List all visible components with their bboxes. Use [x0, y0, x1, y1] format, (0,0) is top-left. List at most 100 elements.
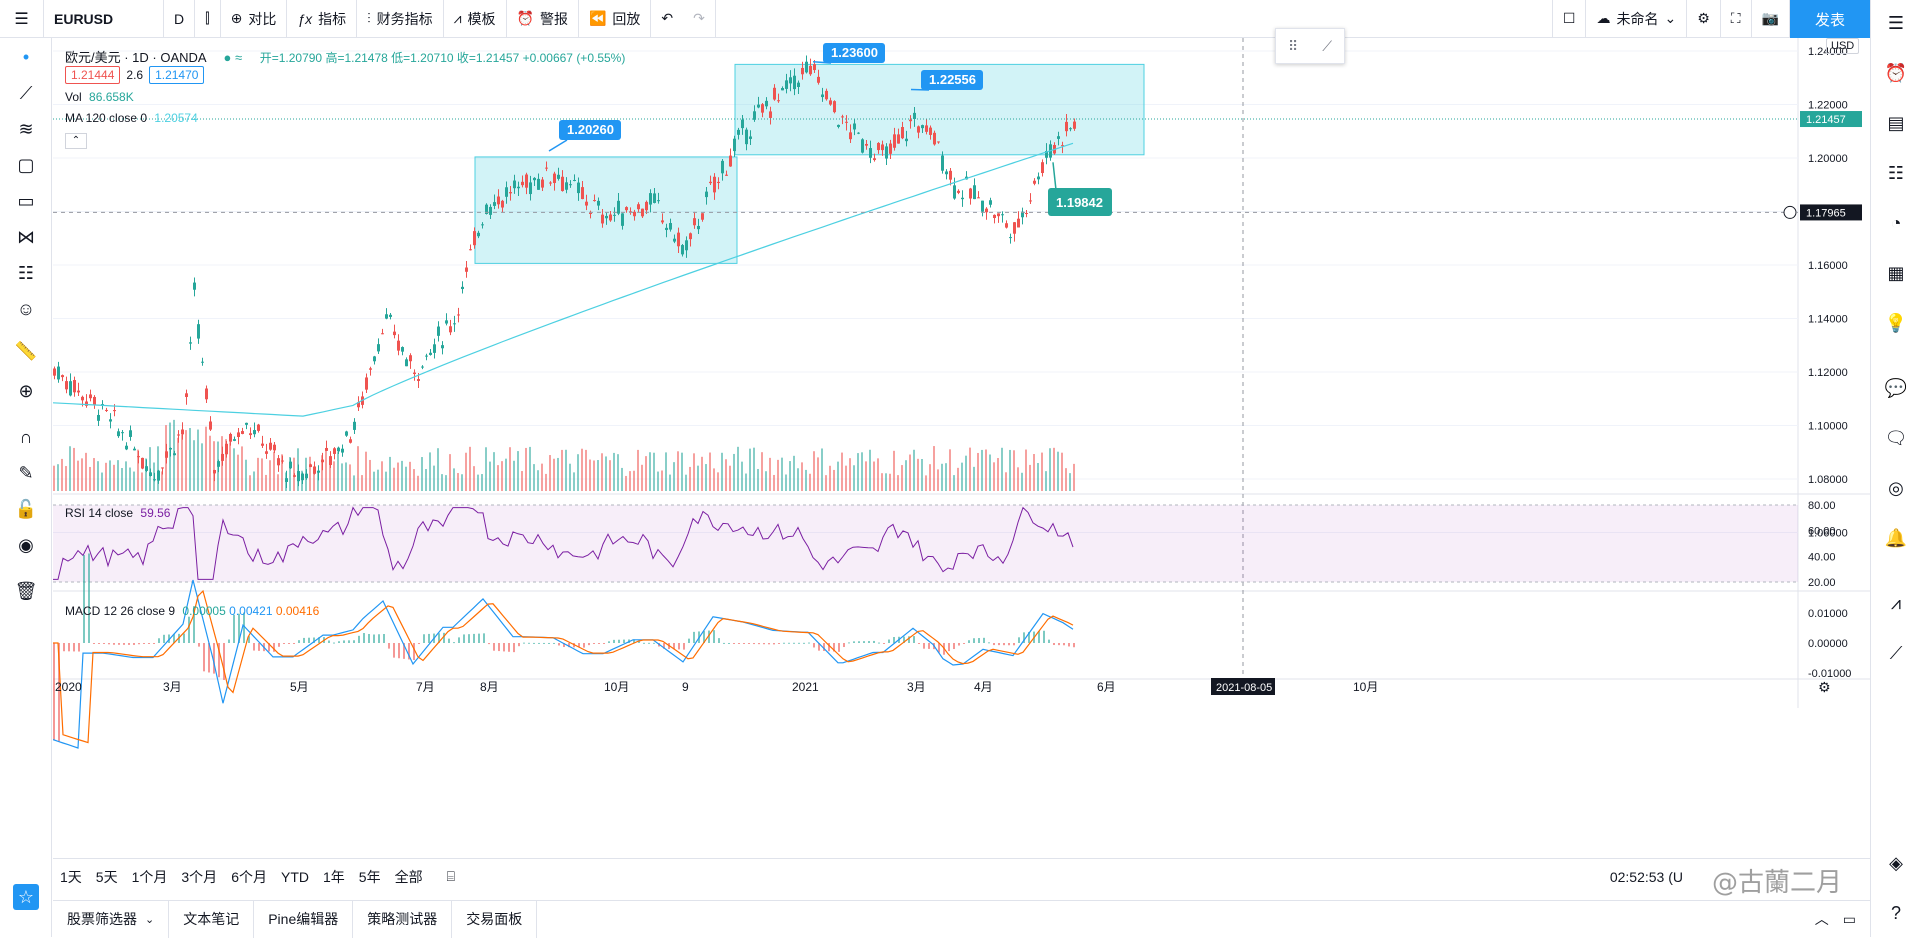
text-icon[interactable]: ▭ [13, 188, 39, 214]
volume-bar [481, 474, 483, 491]
range-1y[interactable]: 1年 [316, 867, 352, 887]
alarm-clock-icon[interactable]: ⏰ [1883, 60, 1909, 86]
drawing-float-toolbar[interactable]: ⠿⟋ [1275, 28, 1345, 64]
tab-notes[interactable]: 文本笔记 [169, 901, 254, 938]
chart-type-button[interactable]: ⫿ [195, 0, 220, 38]
lock-drawings-icon[interactable]: ✎ [13, 460, 39, 486]
alert-button[interactable]: ⏰警报 [507, 0, 579, 38]
clock[interactable]: 02:52:53 (U [1603, 869, 1690, 885]
range-ytd[interactable]: YTD [274, 869, 316, 885]
range-all[interactable]: 全部 [388, 867, 430, 887]
ideas-icon[interactable]: ◎ [1883, 475, 1909, 501]
favorites-icon[interactable]: ☆ [13, 884, 39, 910]
add-alert-icon[interactable] [1784, 206, 1796, 218]
bell-icon[interactable]: 🔔 [1883, 525, 1909, 551]
candle-body [577, 183, 580, 194]
pattern-icon[interactable]: ⋈ [13, 224, 39, 250]
messages-icon[interactable]: 🗨 [1883, 425, 1909, 451]
bulb-icon[interactable]: 💡 [1883, 310, 1909, 336]
cursor-tool[interactable]: • [13, 44, 39, 70]
prediction-icon[interactable]: ☷ [13, 260, 39, 286]
replay-button[interactable]: ⏪回放 [579, 0, 651, 38]
candle-body [501, 201, 504, 208]
interval-button[interactable]: D [164, 0, 195, 38]
publish-button[interactable]: 发表 [1790, 0, 1870, 38]
macd-tick-label: 0.01000 [1808, 608, 1848, 620]
collapse-panel-icon[interactable]: ︿ [1815, 909, 1829, 929]
line-tool-icon[interactable]: ⟋ [1322, 38, 1332, 55]
bid-price[interactable]: 1.21444 [65, 66, 120, 84]
macd-histogram-bar [333, 643, 335, 644]
range-6m[interactable]: 6个月 [224, 867, 274, 887]
ask-price[interactable]: 1.21470 [149, 66, 204, 84]
range-1d[interactable]: 1天 [53, 867, 89, 887]
magnet-icon[interactable]: ∩ [13, 424, 39, 450]
volume-bar [305, 458, 307, 491]
range-3m[interactable]: 3个月 [174, 867, 224, 887]
list-icon[interactable]: ☷ [1883, 160, 1909, 186]
fib-icon[interactable]: ≋ [13, 116, 39, 142]
strategy-icon[interactable]: ⩘ [1883, 590, 1909, 616]
symbol-search[interactable]: EURUSD [44, 0, 164, 38]
maximize-panel-icon[interactable]: ▭ [1843, 911, 1856, 928]
financials-button[interactable]: ⫶财务指标 [357, 0, 444, 38]
redo-button[interactable]: ↷ [683, 0, 716, 38]
layout-toggle[interactable]: ☐ [1552, 0, 1587, 38]
tab-pine[interactable]: Pine编辑器 [254, 901, 353, 938]
candle-body [377, 344, 380, 351]
menu-button[interactable]: ☰ [0, 0, 44, 38]
chart-area[interactable]: 1.240001.220001.200001.180001.160001.140… [53, 38, 1870, 858]
range-1m[interactable]: 1个月 [125, 867, 175, 887]
stream-icon[interactable]: ⟋ [1883, 640, 1909, 666]
range-5d[interactable]: 5天 [89, 867, 125, 887]
layout-name-button[interactable]: ☁未命名⌄ [1586, 0, 1687, 38]
volume-bar [605, 456, 607, 491]
compare-button[interactable]: ⊕对比 [221, 0, 288, 38]
templates-button[interactable]: ⩘模板 [444, 0, 507, 38]
lock-icon[interactable]: 🔓 [13, 496, 39, 522]
pie-icon[interactable]: ◔ [1883, 210, 1909, 236]
undo-button[interactable]: ↶ [651, 0, 683, 38]
emoji-icon[interactable]: ☺ [13, 296, 39, 322]
trash-icon[interactable]: 🗑 [13, 578, 39, 604]
ohlc-values: 开=1.20790 高=1.21478 低=1.20710 收=1.21457 … [260, 51, 626, 65]
ruler-icon[interactable]: 📏 [13, 338, 39, 364]
range-5y[interactable]: 5年 [352, 867, 388, 887]
volume-bar [849, 458, 851, 491]
volume-bar [157, 446, 159, 491]
help-icon[interactable]: ? [1883, 900, 1909, 926]
tab-strategy[interactable]: 策略测试器 [353, 901, 452, 938]
zoom-icon[interactable]: ⊕ [13, 378, 39, 404]
chart-svg[interactable]: 1.240001.220001.200001.180001.160001.140… [53, 38, 1870, 858]
layers-icon[interactable]: ◈ [1883, 850, 1909, 876]
candle-body [737, 130, 740, 135]
eye-icon[interactable]: ◉ [13, 532, 39, 558]
chat-icon[interactable]: 💬 [1883, 375, 1909, 401]
tab-screener[interactable]: 股票筛选器⌄ [53, 901, 169, 938]
range-box[interactable] [475, 157, 737, 263]
collapse-legend-button[interactable]: ⌃ [65, 133, 87, 149]
axis-settings-icon[interactable]: ⚙ [1818, 679, 1831, 695]
volume-bar [785, 474, 787, 491]
snapshot-button[interactable]: 📷 [1752, 0, 1790, 38]
fullscreen-button[interactable]: ⛶ [1721, 0, 1752, 38]
volume-bar [169, 423, 171, 491]
tab-trading[interactable]: 交易面板 [452, 901, 537, 938]
drag-handle-icon[interactable]: ⠿ [1288, 38, 1298, 55]
settings-button[interactable]: ⚙ [1687, 0, 1721, 38]
volume-bar [421, 457, 423, 491]
macd-histogram-bar [528, 643, 530, 644]
goto-date-button[interactable]: ⌸ [440, 868, 462, 885]
trendline-icon[interactable]: ⟋ [13, 80, 39, 106]
calendar-icon[interactable]: ▦ [1883, 260, 1909, 286]
news-icon[interactable]: ▤ [1883, 110, 1909, 136]
currency-label[interactable]: USD [1826, 38, 1859, 54]
volume-bar [669, 475, 671, 491]
watchlist-icon[interactable]: ☰ [1883, 10, 1909, 36]
candle-body [901, 127, 904, 138]
macd-histogram-bar [643, 643, 645, 644]
undo-icon: ↶ [661, 10, 673, 27]
volume-bar [569, 464, 571, 491]
rectangle-icon[interactable]: ▢ [13, 152, 39, 178]
